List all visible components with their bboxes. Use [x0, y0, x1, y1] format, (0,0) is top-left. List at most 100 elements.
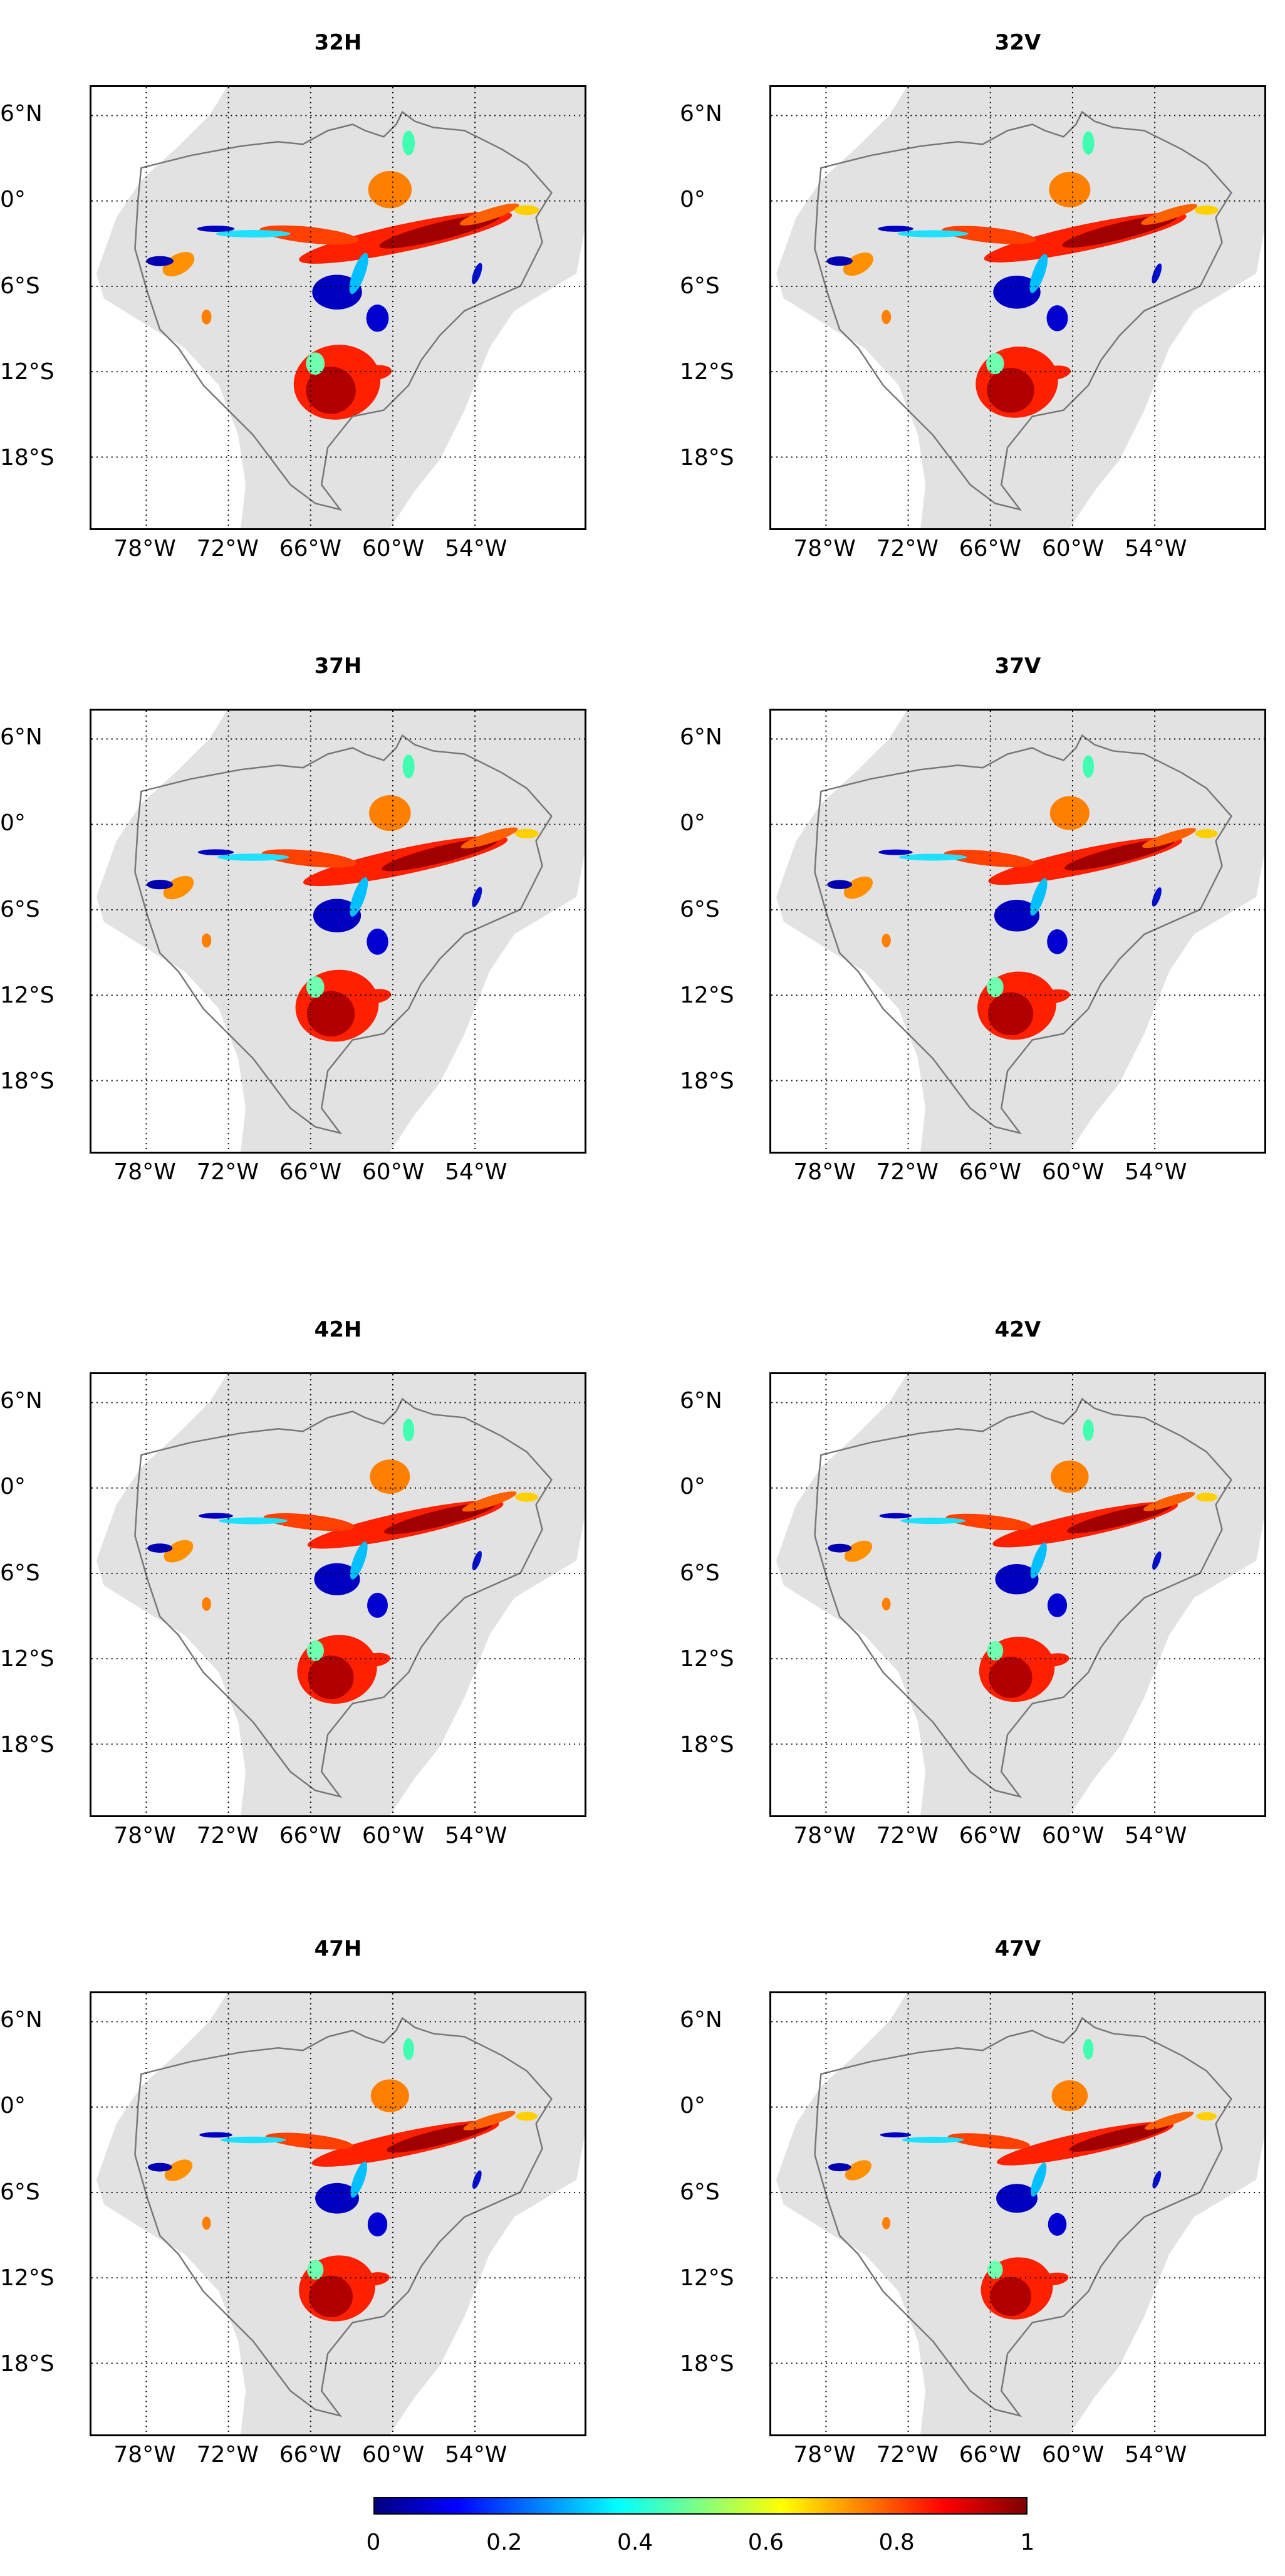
latitude-tick-label: 6°N	[0, 724, 43, 750]
inundation-patch	[367, 928, 388, 955]
panel-title: 32H	[314, 30, 362, 55]
inundation-patch	[1143, 1492, 1195, 1511]
inundation-patch	[882, 1597, 891, 1611]
inundation-patch	[882, 310, 892, 325]
inundation-patch	[367, 2212, 388, 2237]
latitude-tick-label: 6°S	[0, 896, 40, 922]
colorbar: 0 0.2 0.4 0.6 0.8 1	[366, 2497, 1034, 2566]
inundation-patch	[146, 256, 174, 266]
latitude-tick-label: 12°S	[0, 1646, 55, 1672]
inundation-patch	[462, 1491, 517, 1512]
colorbar-tick-label: 0	[366, 2530, 381, 2555]
longitude-tick-label: 60°W	[362, 1159, 425, 1185]
inundation-patch	[898, 853, 967, 861]
inundation-patch	[882, 934, 891, 947]
inundation-patch	[1195, 1493, 1217, 1502]
longitude-tick-label: 72°W	[876, 2442, 939, 2468]
inundation-patch	[306, 367, 356, 414]
inundation-patch	[995, 1564, 1039, 1595]
inundation-patch	[880, 2132, 912, 2138]
inundation-patch	[350, 877, 368, 917]
inundation-patch	[199, 1513, 233, 1519]
panel-title: 42V	[994, 1317, 1041, 1342]
longitude-tick-label: 66°W	[959, 536, 1022, 561]
inundation-patch	[368, 170, 412, 209]
inundation-patch	[217, 853, 289, 861]
longitude-tick-label: 54°W	[1125, 2442, 1187, 2468]
latitude-tick-label: 18°S	[0, 1068, 55, 1095]
longitude-tick-label: 78°W	[113, 2442, 176, 2468]
longitude-tick-label: 60°W	[1041, 1159, 1105, 1185]
inundation-patch	[1051, 1460, 1089, 1493]
inundation-patch	[259, 225, 359, 245]
flood-fraction-layer	[828, 1419, 1217, 1703]
longitude-tick-label: 54°W	[1125, 1823, 1187, 1849]
inundation-patch	[942, 226, 1036, 244]
latitude-tick-label: 6°S	[680, 273, 720, 299]
inundation-patch	[828, 2163, 851, 2172]
basin-outline	[134, 110, 553, 511]
longitude-tick-label: 66°W	[279, 2442, 342, 2468]
inundation-patch	[944, 850, 1034, 867]
inundation-patch	[843, 876, 873, 899]
land-area	[776, 1374, 1264, 1815]
inundation-patch	[197, 849, 234, 855]
longitude-tick-label: 78°W	[113, 536, 176, 561]
inundation-patch	[1195, 829, 1218, 838]
inundation-patch	[986, 976, 1004, 998]
latitude-tick-label: 12°S	[680, 983, 734, 1009]
latitude-tick-label: 12°S	[680, 2265, 734, 2292]
inundation-patch	[1152, 2171, 1162, 2189]
inundation-patch	[164, 2159, 193, 2181]
longitude-tick-label: 54°W	[445, 1159, 507, 1185]
flood-fraction-layer	[826, 131, 1219, 418]
inundation-patch	[1046, 305, 1068, 331]
inundation-patch	[370, 2079, 409, 2112]
inundation-patch	[515, 1492, 538, 1502]
inundation-patch	[201, 933, 212, 948]
latitude-tick-label: 18°S	[680, 445, 734, 471]
map-canvas	[771, 711, 1264, 1152]
map-canvas	[771, 1993, 1264, 2434]
latitude-tick-label: 12°S	[0, 2265, 55, 2292]
latitude-tick-label: 18°S	[680, 2351, 734, 2377]
inundation-patch	[306, 1640, 324, 1661]
inundation-patch	[986, 353, 1004, 375]
latitude-tick-label: 12°S	[0, 359, 55, 385]
basin-outline	[134, 2016, 553, 2417]
inundation-patch	[1047, 1593, 1068, 1617]
map-canvas	[771, 87, 1264, 528]
latitude-tick-label: 6°N	[0, 100, 43, 127]
inundation-patch	[307, 2260, 324, 2280]
latitude-tick-label: 6°S	[680, 896, 720, 922]
inundation-patch	[516, 2112, 538, 2121]
map-frame	[90, 85, 586, 530]
longitude-tick-label: 60°W	[1041, 1823, 1105, 1849]
map-frame	[90, 709, 586, 1154]
map-canvas	[91, 87, 585, 528]
latitude-tick-label: 6°S	[0, 1560, 40, 1586]
inundation-patch	[220, 2136, 286, 2144]
inundation-patch	[987, 368, 1034, 413]
longitude-tick-label: 60°W	[362, 1823, 425, 1849]
inundation-patch	[263, 1513, 355, 1531]
inundation-patch	[199, 2132, 232, 2138]
inundation-patch	[1196, 2112, 1217, 2120]
map-frame	[90, 1991, 586, 2436]
longitude-tick-label: 72°W	[876, 536, 939, 561]
inundation-patch	[358, 1652, 390, 1667]
flood-fraction-layer	[147, 2038, 538, 2322]
inundation-patch	[472, 887, 482, 907]
inundation-patch	[1083, 2038, 1094, 2060]
inundation-patch	[1031, 2162, 1047, 2197]
inundation-patch	[201, 309, 212, 325]
inundation-patch	[1029, 254, 1048, 293]
inundation-patch	[1069, 2123, 1170, 2152]
inundation-patch	[1152, 887, 1162, 907]
longitude-tick-label: 78°W	[113, 1159, 176, 1185]
inundation-patch	[1048, 2213, 1067, 2236]
inundation-patch	[878, 226, 913, 232]
latitude-tick-label: 6°N	[680, 100, 722, 127]
inundation-patch	[897, 230, 969, 237]
inundation-patch	[472, 2170, 482, 2189]
